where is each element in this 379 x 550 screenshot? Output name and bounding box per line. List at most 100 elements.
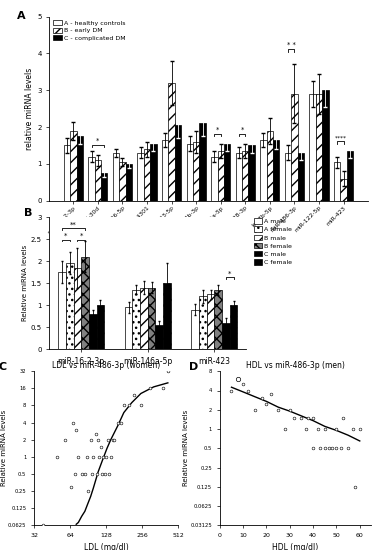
Bar [222, 323, 230, 349]
Y-axis label: relative miRNA levels: relative miRNA levels [25, 68, 34, 150]
Point [96, 453, 102, 461]
Bar [215, 290, 222, 349]
Point [245, 386, 251, 395]
Bar [236, 153, 242, 201]
Point [252, 405, 258, 414]
Text: *: * [228, 271, 232, 277]
Point [310, 444, 316, 453]
Point [85, 487, 91, 496]
Bar [291, 94, 298, 201]
Point [68, 482, 74, 491]
Bar [70, 131, 77, 201]
Point [235, 375, 241, 384]
Bar [273, 140, 279, 201]
Text: A: A [17, 11, 26, 21]
Point [111, 435, 117, 444]
Point [345, 444, 351, 453]
Bar [74, 268, 81, 349]
Bar [66, 263, 74, 349]
Point [89, 470, 95, 478]
Bar [140, 288, 148, 349]
Bar [101, 173, 108, 201]
Point [90, 453, 96, 461]
Bar [191, 310, 199, 349]
Point [317, 444, 323, 453]
Point [88, 435, 94, 444]
Point [282, 425, 288, 433]
Point [322, 425, 328, 433]
Point [131, 391, 137, 400]
Bar [322, 90, 329, 201]
Text: * *: * * [287, 42, 296, 48]
Bar [95, 160, 101, 201]
Bar [133, 290, 140, 349]
Bar [97, 305, 104, 349]
Title: LDL vs miR-486-3p (women): LDL vs miR-486-3p (women) [52, 361, 160, 371]
Text: *: * [240, 127, 244, 133]
Point [357, 425, 363, 433]
Bar [207, 294, 215, 349]
Text: **: ** [70, 221, 77, 227]
Bar [148, 288, 155, 349]
Bar [113, 153, 119, 201]
Bar [340, 179, 347, 201]
Point [82, 470, 88, 478]
Point [350, 425, 356, 433]
Bar [249, 146, 255, 201]
Point [334, 425, 340, 433]
Title: HDL vs miR-486-3p (men): HDL vs miR-486-3p (men) [246, 361, 345, 371]
Point [40, 521, 46, 530]
Point [138, 401, 144, 410]
Point [94, 470, 100, 478]
Bar [218, 151, 224, 201]
Bar [155, 325, 163, 349]
Point [79, 470, 85, 478]
Point [93, 430, 99, 438]
Bar [162, 140, 168, 201]
Bar [230, 305, 237, 349]
Bar [175, 125, 181, 201]
Point [291, 414, 298, 422]
Bar [309, 94, 316, 201]
Point [303, 425, 309, 433]
Point [268, 390, 274, 399]
Point [322, 444, 328, 453]
Bar [242, 151, 249, 201]
Point [106, 470, 112, 478]
Point [259, 394, 265, 403]
Point [97, 442, 103, 451]
Point [121, 401, 127, 410]
Bar [81, 257, 89, 349]
Legend: A - healthy controls, B - early DM, C - complicated DM: A - healthy controls, B - early DM, C - … [52, 20, 127, 41]
Bar [119, 162, 126, 201]
Bar [316, 94, 322, 201]
Bar [260, 140, 267, 201]
Bar [144, 149, 150, 201]
Legend: A male, A female, B male, B female, C male, C female: A male, A female, B male, B female, C ma… [254, 218, 293, 266]
Bar [334, 162, 340, 201]
X-axis label: LDL (mg/dl): LDL (mg/dl) [84, 543, 128, 550]
Bar [125, 307, 133, 349]
Point [340, 414, 346, 422]
Y-axis label: Relative miRNA levels: Relative miRNA levels [183, 410, 189, 486]
Point [110, 435, 116, 444]
Point [105, 435, 111, 444]
Point [99, 470, 105, 478]
Point [100, 453, 106, 461]
Point [95, 435, 101, 444]
Bar [88, 157, 95, 201]
Point [84, 453, 90, 461]
Y-axis label: Relative miRNA levels: Relative miRNA levels [1, 410, 6, 486]
Point [305, 414, 312, 422]
Point [298, 414, 304, 422]
Point [72, 470, 78, 478]
Point [240, 380, 246, 389]
Point [326, 444, 332, 453]
Point [118, 418, 124, 427]
Point [310, 414, 316, 422]
Point [126, 401, 132, 410]
Point [115, 418, 121, 427]
Text: C: C [0, 362, 6, 372]
Bar [163, 283, 171, 349]
Point [315, 425, 321, 433]
